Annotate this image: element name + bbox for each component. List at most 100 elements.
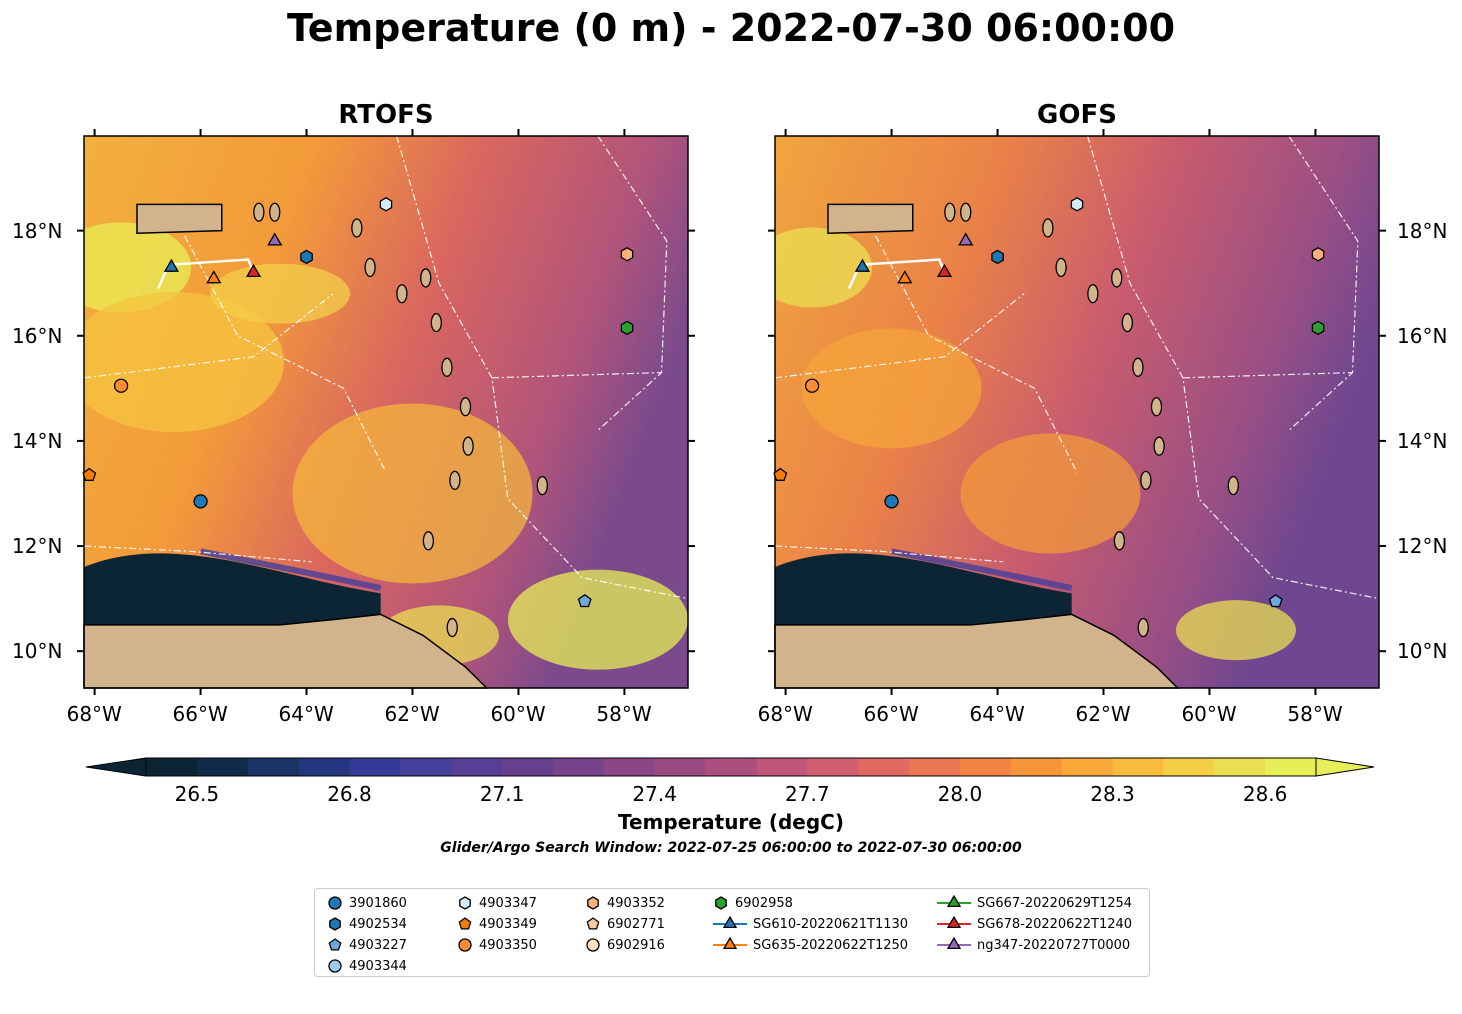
legend-marker[interactable] (329, 917, 341, 931)
lon-tick-label: 68°W (757, 702, 813, 726)
legend-entry: SG678-20220622T1240 (937, 914, 1132, 934)
platform-marker[interactable] (936, 263, 953, 278)
lon-tick-label: 60°W (1181, 702, 1237, 726)
colorbar-tick-label: 28.0 (937, 782, 983, 806)
platform-marker[interactable] (1268, 594, 1283, 608)
map-frame (774, 135, 1380, 689)
platform-marker[interactable] (1070, 197, 1084, 212)
legend-entry-label: 6902771 (607, 916, 665, 932)
colorbar-segment (603, 758, 656, 776)
colorbar-segment (247, 758, 300, 776)
land-island (449, 470, 461, 490)
legend-entry-label: 4903347 (479, 895, 537, 911)
legend-entry-label: SG635-20220622T1250 (753, 937, 909, 953)
legend-marker[interactable] (459, 896, 471, 910)
colorbar-segment (1214, 758, 1266, 776)
platform-marker[interactable] (267, 232, 283, 246)
land-island (430, 312, 442, 333)
platform-marker[interactable] (620, 320, 634, 336)
legend-entry: 4903347 (457, 893, 537, 913)
land-island (396, 284, 408, 304)
colorbar-tick-label: 27.7 (785, 782, 830, 806)
legend-marker[interactable] (715, 896, 727, 910)
platform-marker[interactable] (193, 494, 208, 509)
platform-marker[interactable] (991, 249, 1004, 265)
platform-marker[interactable] (379, 197, 393, 212)
panel-title-gofs: GOFS (1037, 100, 1117, 130)
colorbar-tick-label: 28.3 (1090, 782, 1135, 806)
platform-marker[interactable] (1311, 247, 1325, 262)
platform-marker[interactable] (113, 378, 129, 393)
land-island (269, 202, 281, 222)
legend-entry: 4903350 (457, 935, 537, 955)
colorbar-segment (1265, 758, 1317, 776)
figure-title: Temperature (0 m) - 2022-07-30 06:00:00 (286, 6, 1176, 50)
lon-tick-label: 62°W (384, 702, 440, 726)
platform-marker[interactable] (854, 258, 871, 272)
legend-marker[interactable] (722, 915, 738, 929)
legend-marker[interactable] (946, 936, 962, 950)
lon-tick-label: 58°W (1287, 702, 1343, 726)
colorbar-segment (349, 758, 401, 776)
colorbar-segment (1112, 758, 1164, 776)
land-island (1055, 257, 1067, 278)
platform-marker[interactable] (206, 270, 222, 284)
legend-entry: 4903227 (327, 935, 407, 955)
platform-marker[interactable] (163, 258, 180, 272)
legend-entry: 6902916 (585, 935, 665, 955)
lon-tick-label: 58°W (596, 702, 652, 726)
frame-ticks (77, 129, 695, 695)
land-puerto-rico (827, 203, 914, 235)
legend-entry-label: 4903349 (479, 916, 537, 932)
map-panel-rtofs[interactable] (74, 128, 698, 700)
colorbar-tick-label: 27.1 (479, 782, 525, 806)
glider-track (157, 258, 255, 289)
land-island (1153, 436, 1165, 456)
legend-marker-icon (328, 959, 342, 973)
land-island (253, 202, 265, 222)
legend-marker[interactable] (946, 915, 962, 929)
platform-marker[interactable] (804, 378, 820, 393)
platform-marker[interactable] (620, 247, 634, 262)
legend-marker[interactable] (586, 938, 600, 952)
legend-marker[interactable] (722, 936, 738, 950)
legend-marker[interactable] (328, 896, 342, 910)
legend-entry-label: SG678-20220622T1240 (977, 916, 1133, 932)
map-panel-gofs[interactable] (765, 128, 1389, 700)
land-puerto-rico (136, 203, 223, 235)
platform-marker[interactable] (773, 467, 788, 481)
platform-marker[interactable] (884, 494, 899, 509)
platform-marker[interactable] (1311, 320, 1325, 336)
legend-marker[interactable] (458, 938, 472, 952)
legend-marker[interactable] (328, 959, 342, 973)
legend-marker-icon (587, 896, 599, 910)
legend-marker[interactable] (458, 917, 472, 930)
land-island (459, 397, 472, 417)
land-island (536, 475, 548, 496)
legend-entry: 4903349 (457, 914, 537, 934)
platform-marker[interactable] (82, 467, 97, 481)
legend-entry: SG635-20220622T1250 (713, 935, 908, 955)
legend-marker[interactable] (946, 894, 962, 908)
land-island (351, 218, 363, 238)
platform-marker[interactable] (245, 263, 262, 278)
platform-marker[interactable] (577, 594, 592, 608)
platform-marker[interactable] (958, 232, 974, 246)
land-island (944, 202, 956, 222)
legend-marker[interactable] (586, 917, 600, 930)
platform-marker[interactable] (300, 249, 313, 265)
legend-entry: 4903352 (585, 893, 665, 913)
legend-entry-label: SG667-20220629T1254 (977, 895, 1133, 911)
platform-marker[interactable] (897, 270, 913, 284)
legend-marker-icon (328, 896, 342, 910)
legend-marker-icon (937, 894, 971, 908)
legend-marker-icon (937, 936, 971, 950)
colorbar-segment (1163, 758, 1215, 776)
legend-marker[interactable] (328, 938, 342, 951)
colorbar-tick-label: 26.5 (174, 782, 220, 806)
colorbar-segment (502, 758, 554, 776)
lon-tick-label: 66°W (172, 702, 228, 726)
lon-tick-label: 60°W (490, 702, 546, 726)
colorbar-segment (552, 758, 605, 776)
legend-marker[interactable] (587, 896, 599, 910)
